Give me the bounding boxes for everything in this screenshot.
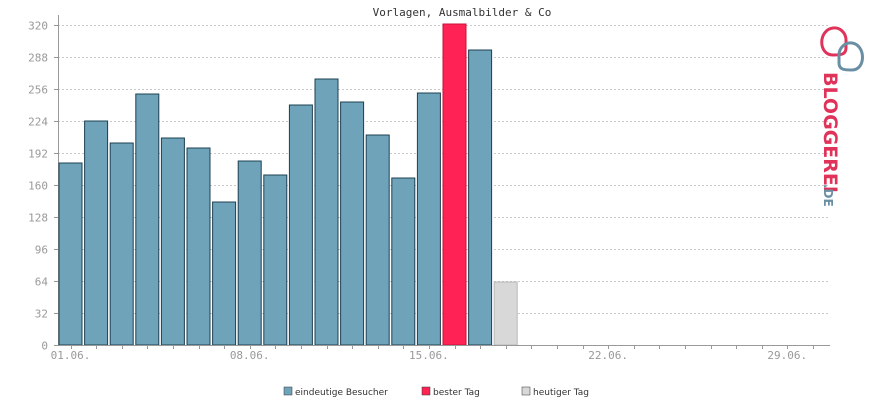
x-tick-label: 29.06. — [767, 349, 807, 362]
y-tick-label: 0 — [41, 340, 48, 353]
bar — [365, 134, 390, 346]
y-tick-label: 224 — [28, 116, 48, 129]
bar — [237, 160, 262, 346]
y-tick-label: 64 — [35, 276, 49, 289]
bloggerei-logo: BLOGGEREI.DE — [819, 26, 864, 207]
legend-swatch — [283, 386, 293, 396]
y-tick-label: 256 — [28, 84, 48, 97]
x-tick-label: 01.06. — [51, 349, 91, 362]
legend: eindeutige Besucher bester Tag heutiger Ta… — [283, 386, 589, 398]
logo-bubble-icon — [837, 41, 864, 72]
bar — [263, 174, 288, 346]
bars — [58, 23, 518, 346]
x-tick-label: 15.06. — [409, 349, 449, 362]
bar — [160, 137, 185, 346]
bar — [58, 162, 83, 346]
bar-today — [493, 281, 518, 346]
bar — [212, 201, 237, 346]
y-tick-label: 288 — [28, 52, 48, 65]
legend-item: bester Tag — [421, 386, 480, 398]
x-tick-label: 22.06. — [588, 349, 628, 362]
y-tick-label: 160 — [28, 180, 48, 193]
y-tick-label: 128 — [28, 212, 48, 225]
bar — [109, 142, 134, 346]
legend-label: heutiger Tag — [533, 388, 589, 398]
bar — [186, 147, 211, 346]
legend-item: heutiger Tag — [521, 386, 589, 398]
y-tick-label: 32 — [35, 308, 48, 321]
logo-suffix: .DE — [821, 184, 835, 207]
logo-wordmark: BLOGGEREI.DE — [819, 72, 841, 207]
logo-bubble-icon — [820, 26, 848, 57]
legend-label: eindeutige Besucher — [295, 388, 388, 398]
bar — [288, 104, 313, 346]
y-axis: 0 32 64 96 128 160 192 224 256 288 320 — [28, 15, 59, 353]
bar — [416, 92, 441, 346]
logo-text: BLOGGEREI — [819, 72, 841, 193]
bar — [468, 49, 493, 346]
legend-swatch — [421, 386, 431, 396]
bar-best-day — [442, 23, 467, 346]
y-tick-label: 96 — [35, 244, 48, 257]
x-axis: 01.06. 08.06. 15.06. 22.06. 29.06. — [51, 345, 830, 362]
bar — [135, 93, 160, 346]
bar — [314, 78, 339, 346]
bar — [391, 177, 416, 346]
y-tick-label: 320 — [28, 20, 48, 33]
legend-label: bester Tag — [433, 388, 480, 398]
x-tick-label: 08.06. — [230, 349, 270, 362]
bar — [84, 120, 109, 346]
y-tick-label: 192 — [28, 148, 48, 161]
legend-swatch — [521, 386, 531, 396]
bar — [340, 101, 365, 346]
legend-item: eindeutige Besucher — [283, 386, 388, 398]
chart-title: Vorlagen, Ausmalbilder & Co — [373, 6, 552, 19]
